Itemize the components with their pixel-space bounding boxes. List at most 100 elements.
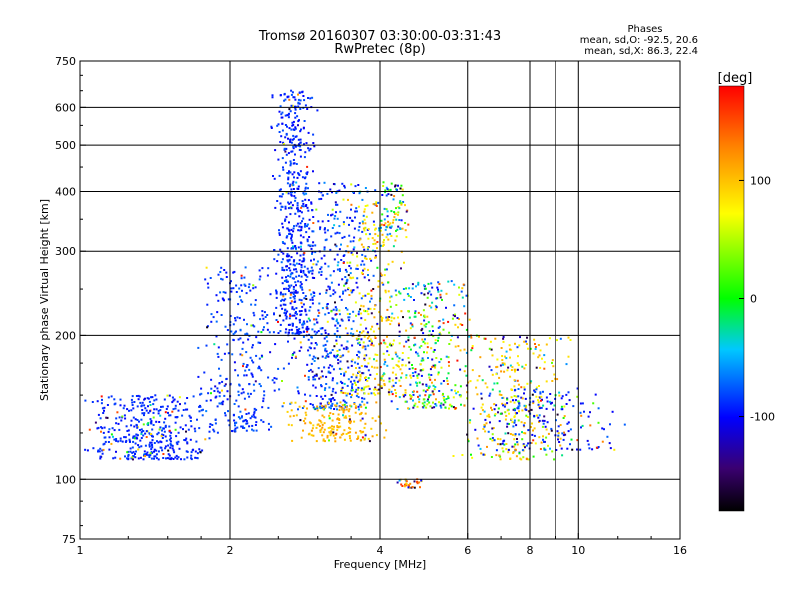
data-point: [294, 105, 297, 108]
data-point: [299, 149, 302, 151]
data-point: [428, 396, 430, 399]
data-point: [362, 372, 365, 375]
data-point: [367, 313, 370, 316]
data-point: [537, 399, 539, 402]
data-point: [285, 287, 288, 290]
data-point: [213, 343, 216, 346]
data-point: [475, 386, 478, 389]
data-point: [407, 294, 410, 297]
data-point: [579, 448, 582, 451]
data-point: [559, 437, 562, 440]
data-point: [123, 404, 126, 407]
data-point: [184, 402, 187, 405]
data-point: [381, 281, 384, 284]
data-point: [517, 400, 520, 403]
data-point: [288, 233, 291, 235]
data-point: [347, 274, 350, 277]
data-point: [189, 416, 192, 419]
data-point: [465, 384, 468, 387]
data-point: [252, 287, 255, 290]
data-point: [131, 404, 134, 406]
data-point: [361, 198, 364, 201]
data-point: [439, 333, 442, 336]
data-point: [332, 431, 335, 434]
data-point: [359, 378, 362, 381]
data-point: [371, 435, 374, 438]
data-point: [135, 450, 137, 453]
data-point: [438, 331, 441, 334]
data-point: [501, 402, 504, 405]
data-point: [304, 417, 307, 420]
data-point: [374, 419, 377, 422]
data-point: [245, 351, 248, 354]
data-point: [300, 242, 303, 245]
data-point: [341, 182, 344, 185]
data-point: [347, 251, 350, 254]
data-point: [225, 276, 228, 278]
data-point: [281, 276, 284, 279]
data-point: [400, 310, 403, 313]
data-point: [433, 388, 436, 391]
data-point: [295, 135, 298, 138]
data-point: [278, 232, 281, 235]
data-point: [196, 418, 198, 421]
data-point: [267, 376, 270, 379]
data-point: [466, 397, 469, 400]
data-point: [311, 244, 314, 247]
data-point: [396, 408, 399, 410]
data-point: [215, 320, 218, 323]
data-point: [487, 413, 490, 416]
data-point: [459, 323, 462, 326]
data-point: [338, 295, 341, 298]
data-point: [301, 326, 304, 329]
data-point: [361, 273, 364, 275]
data-point: [367, 344, 370, 347]
data-point: [523, 367, 526, 370]
data-point: [233, 429, 236, 432]
data-point: [513, 385, 516, 388]
data-point: [484, 424, 486, 427]
data-point: [480, 392, 483, 395]
data-point: [369, 300, 371, 303]
data-point: [534, 348, 537, 350]
data-point: [373, 358, 375, 361]
data-point: [332, 387, 335, 390]
data-point: [288, 323, 291, 326]
data-point: [153, 408, 156, 411]
data-point: [402, 201, 405, 203]
data-point: [403, 485, 406, 488]
data-point: [290, 239, 293, 242]
data-point: [288, 108, 291, 111]
data-point: [342, 347, 345, 350]
data-point: [223, 384, 226, 387]
data-point: [324, 332, 327, 334]
data-point: [392, 339, 395, 342]
data-point: [372, 288, 375, 290]
data-point: [362, 295, 365, 298]
data-point: [137, 444, 140, 447]
data-point: [284, 136, 287, 139]
data-point: [345, 401, 348, 404]
data-point: [494, 413, 497, 415]
data-point: [333, 355, 336, 358]
data-point: [309, 319, 311, 322]
data-point: [588, 447, 591, 450]
data-point: [560, 397, 563, 400]
data-point: [370, 427, 373, 430]
data-point: [251, 415, 253, 418]
data-point: [318, 419, 321, 422]
data-point: [409, 383, 412, 386]
data-point: [119, 457, 122, 460]
data-point: [281, 380, 283, 382]
data-point: [140, 428, 143, 431]
data-point: [284, 219, 286, 222]
data-point: [506, 409, 509, 412]
data-point: [183, 458, 186, 461]
data-point: [426, 296, 429, 299]
data-point: [294, 212, 297, 215]
data-point: [224, 383, 227, 386]
data-point: [357, 356, 360, 359]
data-point: [148, 443, 151, 446]
data-point: [279, 293, 282, 296]
data-point: [166, 457, 169, 460]
